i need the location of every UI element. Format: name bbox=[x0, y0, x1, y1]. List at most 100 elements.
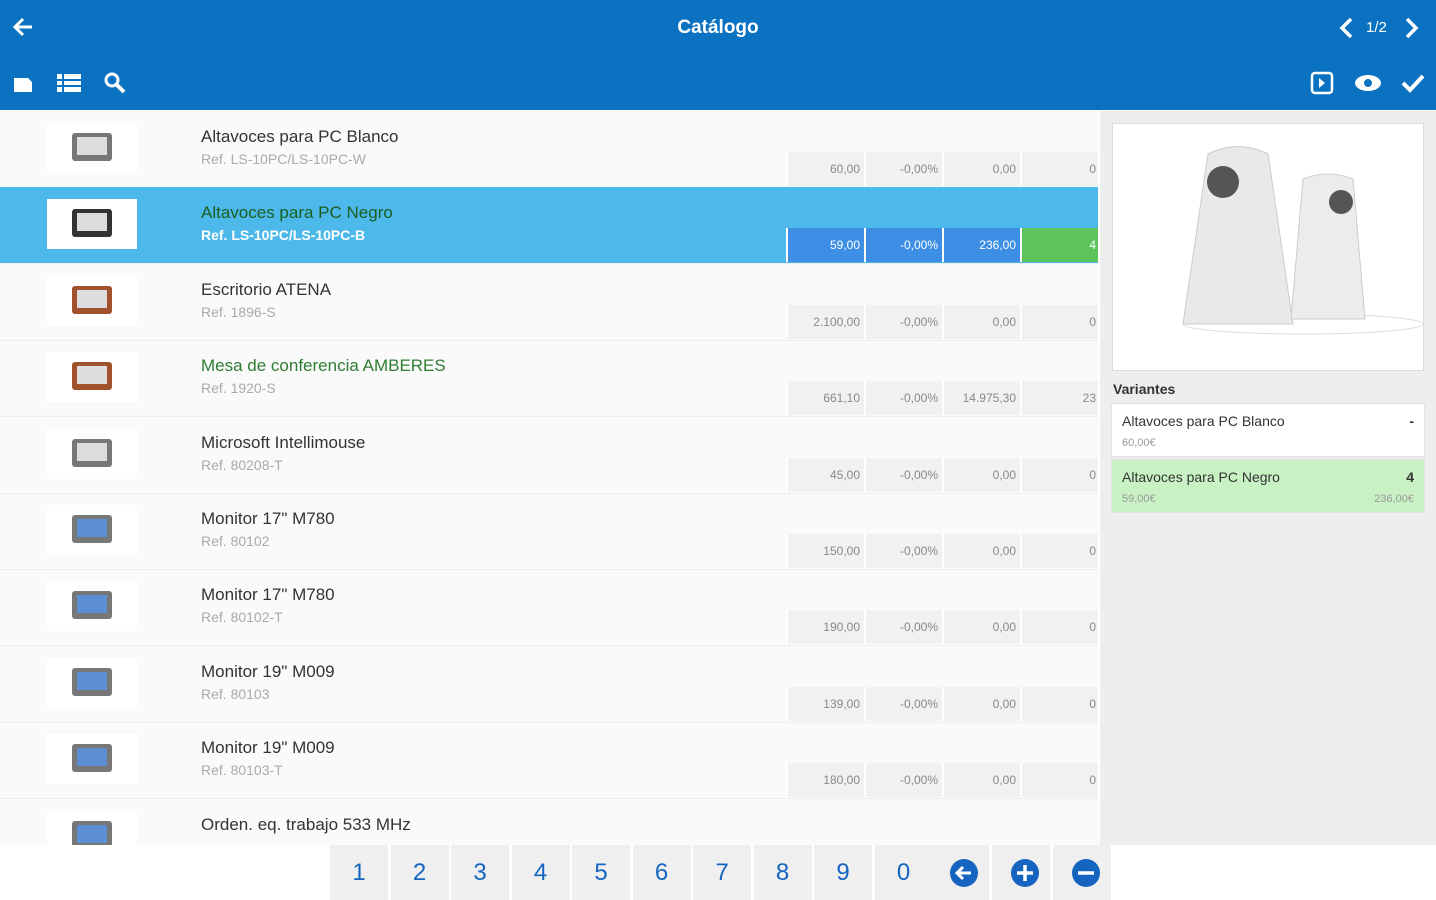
key-minus[interactable] bbox=[1053, 845, 1111, 900]
product-discount: -0,00% bbox=[864, 152, 942, 186]
key[interactable]: 5 bbox=[572, 845, 630, 900]
product-ref: Ref. 1920-S bbox=[201, 380, 276, 397]
product-row[interactable]: Monitor 19" M009 Ref. 80103-T 180,00 -0,00%… bbox=[0, 722, 1098, 800]
key-plus[interactable] bbox=[992, 845, 1050, 900]
product-name: Microsoft Intellimouse bbox=[201, 432, 366, 452]
product-price: 180,00 bbox=[786, 763, 864, 798]
product-ref: Ref. 80208-T bbox=[201, 456, 283, 473]
variant-price: 60,00€ bbox=[1122, 437, 1156, 449]
product-row[interactable]: Monitor 19" M009 Ref. 80103 139,00 -0,00% 0,… bbox=[0, 646, 1098, 723]
product-qty: 0 bbox=[1020, 457, 1098, 492]
product-qty: 0 bbox=[1020, 763, 1098, 798]
product-row[interactable]: Altavoces para PC Blanco Ref. LS-10PC/LS-… bbox=[0, 111, 1098, 188]
product-ref: Ref. 80103 bbox=[201, 685, 270, 702]
next-page[interactable] bbox=[1402, 16, 1422, 40]
product-name: Monitor 17" M780 bbox=[201, 509, 335, 528]
product-row[interactable]: Orden. eq. trabajo 533 MHz bbox=[0, 799, 1098, 845]
product-ref: Ref. 1896-S bbox=[201, 303, 276, 320]
variant-name: Altavoces para PC Negro bbox=[1122, 469, 1280, 485]
product-total: 0,00 bbox=[942, 686, 1020, 721]
variant-qty: 4 bbox=[1406, 469, 1414, 485]
product-price: 2.100,00 bbox=[786, 304, 864, 339]
product-row[interactable]: Altavoces para PC Negro Ref. LS-10PC/LS-1… bbox=[0, 187, 1098, 265]
product-total: 0,00 bbox=[942, 763, 1020, 798]
product-name: Escritorio ATENA bbox=[201, 279, 332, 299]
product-discount: -0,00% bbox=[864, 763, 942, 798]
product-discount: -0,00% bbox=[864, 228, 942, 263]
product-discount: -0,00% bbox=[864, 686, 942, 721]
product-name: Altavoces para PC Blanco bbox=[201, 127, 399, 146]
key[interactable]: 6 bbox=[632, 845, 691, 900]
variant-price: 59,00€ bbox=[1122, 493, 1156, 505]
search-icon[interactable] bbox=[103, 71, 127, 95]
product-name: Monitor 19" M009 bbox=[201, 661, 335, 681]
variant-qty: - bbox=[1409, 413, 1414, 429]
product-qty: 0 bbox=[1020, 152, 1098, 186]
product-qty: 0 bbox=[1020, 686, 1098, 721]
key-back[interactable] bbox=[931, 845, 989, 900]
catalog-icon[interactable] bbox=[10, 70, 36, 96]
product-name: Altavoces para PC Negro bbox=[201, 203, 393, 223]
product-discount: -0,00% bbox=[864, 457, 942, 492]
key[interactable]: 1 bbox=[330, 845, 388, 900]
product-name: Monitor 19" M009 bbox=[201, 738, 335, 758]
product-name: Orden. eq. trabajo 533 MHz bbox=[201, 814, 411, 834]
product-ref: Ref. 80102 bbox=[201, 533, 270, 549]
confirm-icon[interactable] bbox=[1400, 72, 1426, 94]
product-ref: Ref. 80102-T bbox=[201, 609, 283, 626]
product-ref: Ref. 80103-T bbox=[201, 762, 283, 779]
product-qty: 23 bbox=[1020, 381, 1098, 416]
product-thumbnail bbox=[47, 275, 137, 326]
product-photo bbox=[1112, 123, 1424, 371]
product-price: 60,00 bbox=[786, 152, 864, 186]
key[interactable]: 2 bbox=[390, 845, 449, 900]
list-icon[interactable] bbox=[56, 72, 82, 94]
product-total: 0,00 bbox=[942, 534, 1020, 568]
title: Catálogo bbox=[677, 17, 759, 38]
product-row[interactable]: Monitor 17" M780 Ref. 80102 150,00 -0,00% 0,… bbox=[0, 493, 1098, 570]
key[interactable]: 4 bbox=[511, 845, 570, 900]
product-ref: Ref. LS-10PC/LS-10PC-W bbox=[201, 151, 366, 167]
product-row[interactable]: Escritorio ATENA Ref. 1896-S 2.100,00 -0,00… bbox=[0, 264, 1098, 341]
product-total: 0,00 bbox=[942, 152, 1020, 186]
product-discount: -0,00% bbox=[864, 610, 942, 645]
product-row[interactable]: Monitor 17" M780 Ref. 80102-T 190,00 -0,00%… bbox=[0, 569, 1098, 647]
app-bar: Catálogo 1/2 bbox=[0, 0, 1436, 110]
prev-page[interactable] bbox=[1336, 16, 1356, 40]
view-icon[interactable] bbox=[1353, 73, 1383, 93]
variant-item[interactable]: Altavoces para PC Blanco - 60,00€ bbox=[1111, 403, 1425, 457]
variants-title: Variantes bbox=[1113, 381, 1176, 397]
product-thumbnail bbox=[47, 123, 137, 173]
product-thumbnail bbox=[47, 199, 137, 250]
variant-total: 236,00€ bbox=[1374, 493, 1414, 505]
product-total: 0,00 bbox=[942, 610, 1020, 645]
variant-name: Altavoces para PC Blanco bbox=[1122, 413, 1285, 429]
product-price: 59,00 bbox=[786, 228, 864, 263]
key[interactable]: 8 bbox=[753, 845, 812, 900]
product-total: 236,00 bbox=[942, 228, 1020, 263]
key[interactable]: 9 bbox=[814, 845, 872, 900]
product-thumbnail bbox=[47, 352, 137, 403]
key[interactable]: 7 bbox=[693, 845, 751, 900]
product-qty: 0 bbox=[1020, 304, 1098, 339]
product-qty: 0 bbox=[1020, 534, 1098, 568]
product-total: 14.975,30 bbox=[942, 381, 1020, 416]
variant-item[interactable]: Altavoces para PC Negro 4 59,00€ 236,00€ bbox=[1111, 459, 1425, 513]
product-price: 139,00 bbox=[786, 686, 864, 721]
product-discount: -0,00% bbox=[864, 304, 942, 339]
product-list: Altavoces para PC Blanco Ref. LS-10PC/LS-… bbox=[0, 111, 1098, 845]
key[interactable]: 3 bbox=[451, 845, 509, 900]
product-total: 0,00 bbox=[942, 457, 1020, 492]
product-price: 45,00 bbox=[786, 457, 864, 492]
product-row[interactable]: Microsoft Intellimouse Ref. 80208-T 45,00-… bbox=[0, 417, 1098, 494]
back-button[interactable] bbox=[10, 15, 36, 39]
export-icon[interactable] bbox=[1310, 71, 1334, 95]
product-thumbnail bbox=[47, 810, 137, 845]
product-thumbnail bbox=[47, 581, 137, 632]
key[interactable]: 0 bbox=[874, 845, 933, 900]
product-thumbnail bbox=[47, 657, 137, 708]
product-row[interactable]: Mesa de conferencia AMBERES Ref. 1920-S 66… bbox=[0, 340, 1098, 418]
product-name: Monitor 17" M780 bbox=[201, 585, 335, 605]
